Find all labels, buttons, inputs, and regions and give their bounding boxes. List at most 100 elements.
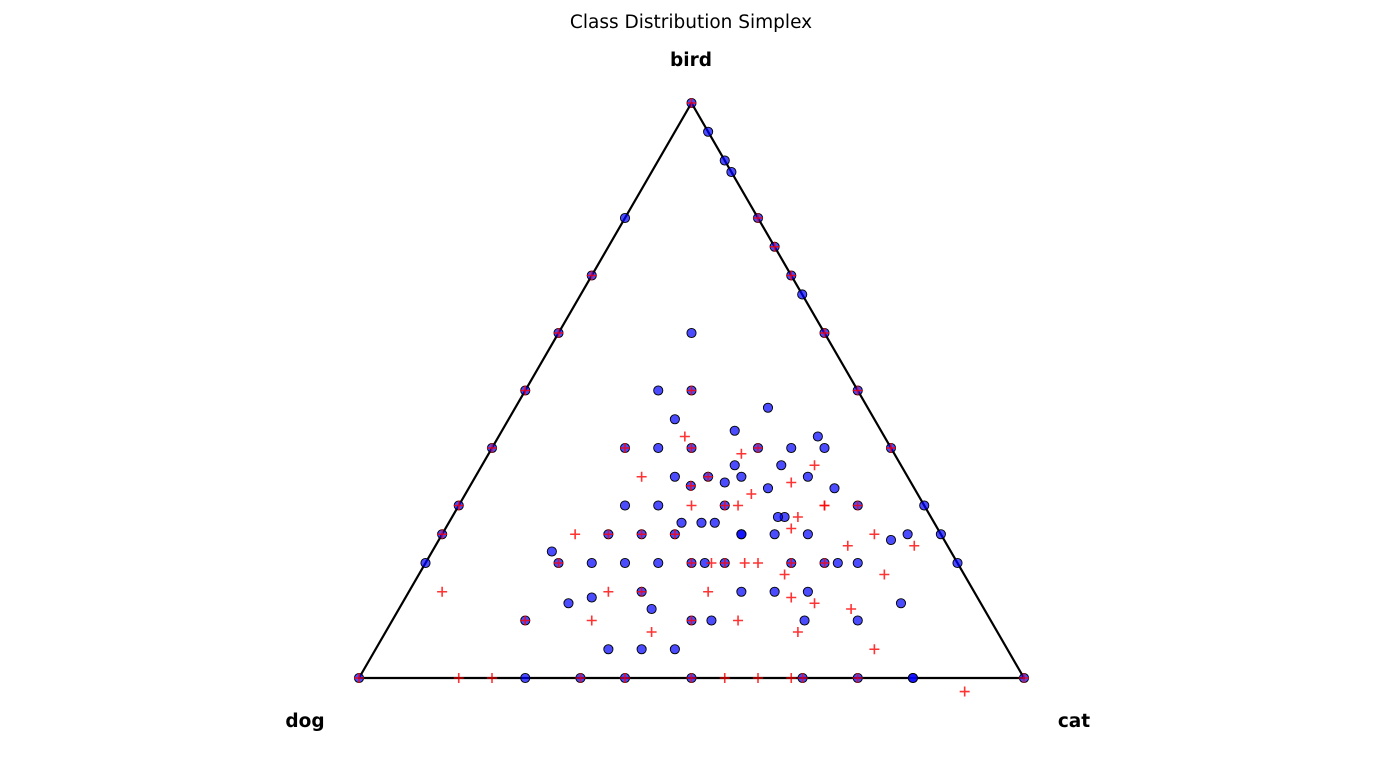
data-point-cross [797,673,808,683]
data-point-circle [619,212,631,224]
data-point-cross [603,529,614,540]
data-point-cross [686,558,697,568]
data-point-circle [729,425,740,436]
data-point-cross [586,270,597,281]
data-point-circle [762,402,774,413]
data-point-circle [797,289,808,300]
data-point-cross [669,529,680,540]
data-point-cross [719,673,730,683]
data-point-circle [653,442,664,454]
data-point-cross [453,673,464,683]
data-point-cross [786,270,797,281]
data-point-circle [669,414,680,425]
data-point-circle [832,557,843,569]
data-point-circle [829,483,840,494]
data-point-cross [575,673,586,683]
data-point-cross [1019,673,1029,683]
data-point-circle [653,500,664,511]
data-point-cross [753,443,763,453]
data-point-cross [679,431,690,442]
data-point-cross [819,500,830,511]
data-point-circle [686,327,697,339]
data-point-circle [729,460,740,471]
data-point-cross [685,480,696,491]
data-point-circle [603,644,614,655]
data-point-circle [852,615,863,626]
data-point-circle [706,615,717,626]
data-point-cross [819,328,830,338]
data-point-circle [802,586,813,597]
data-point-circle [619,500,631,511]
data-point-cross [746,489,757,499]
data-point-circle [919,500,930,511]
data-point-cross [520,385,531,396]
data-point-circle [653,557,664,569]
data-point-cross [703,586,714,597]
data-point-cross [959,686,970,697]
data-point-circle [819,442,830,454]
data-point-cross [733,500,744,511]
data-point-cross [354,673,364,683]
data-point-circle [772,511,784,523]
data-point-circle [769,586,780,597]
data-point-circle [852,557,863,569]
data-point-cross [869,529,880,540]
data-point-cross [809,598,820,609]
data-point-cross [706,558,717,568]
data-point-cross [753,558,763,568]
data-point-circle [669,644,680,655]
data-point-circle [520,672,531,684]
data-point-cross [437,529,448,540]
data-point-cross [719,558,730,568]
data-point-cross [869,644,880,655]
data-point-cross [620,673,630,683]
data-point-cross [636,529,647,540]
data-point-cross [786,592,797,603]
data-point-cross [620,443,630,453]
data-point-circle [736,529,747,540]
data-point-circle [895,598,907,609]
data-point-cross [686,385,697,396]
data-point-cross [686,443,697,453]
data-point-cross [792,627,803,637]
data-point-cross [553,558,564,568]
data-point-circle [619,557,631,569]
data-point-cross [487,673,497,683]
data-point-cross [739,558,750,568]
data-point-cross [786,477,797,488]
data-point-cross [886,443,896,453]
data-point-cross [686,673,697,683]
data-point-circle [653,385,664,396]
data-point-circle [586,557,597,569]
data-point-cross [846,604,857,614]
data-point-cross [792,512,803,522]
data-point-cross [842,540,853,551]
data-point-cross [779,569,790,580]
data-point-circle [802,529,813,540]
data-point-circle [696,517,707,528]
data-point-cross [646,627,657,637]
data-point-cross [879,569,890,580]
data-point-circle [726,166,737,178]
data-point-cross [736,448,747,459]
data-point-cross [636,586,647,597]
data-point-circle [703,126,714,137]
data-point-cross [636,471,647,482]
data-point-circle [762,483,774,494]
data-point-cross [686,98,697,108]
data-point-cross [786,523,797,534]
data-point-circle [669,471,680,482]
vertex-label-cat: cat [1058,711,1090,732]
data-point-cross [686,500,697,511]
data-point-circle [719,477,730,488]
data-point-cross [437,586,448,597]
data-point-cross [733,615,744,626]
data-point-circle [676,517,687,528]
data-point-circle [636,644,647,655]
vertex-label-dog: dog [285,711,324,732]
data-point-circle [885,534,897,546]
data-point-circle [736,586,747,597]
data-point-cross [786,673,797,683]
data-point-cross [753,213,763,223]
